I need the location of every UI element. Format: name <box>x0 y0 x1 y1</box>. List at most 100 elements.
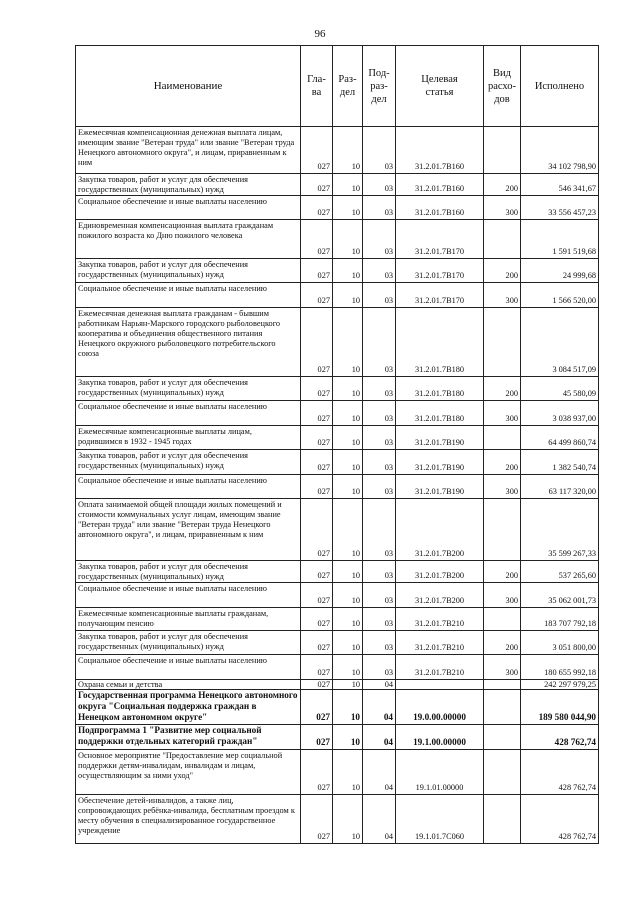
row-target: 31.2.01.7В160 <box>395 126 484 174</box>
row-glava: 027 <box>300 173 333 196</box>
row-podrazdel: 03 <box>362 630 396 655</box>
row-glava: 027 <box>300 794 333 844</box>
row-razdel: 10 <box>332 654 363 680</box>
row-podrazdel: 04 <box>362 749 396 795</box>
row-vid: 300 <box>483 282 521 308</box>
row-name: Подпрограмма 1 "Развитие мер социальной … <box>75 724 301 750</box>
row-podrazdel: 03 <box>362 449 396 475</box>
row-target: 31.2.01.7В170 <box>395 282 484 308</box>
row-razdel: 10 <box>332 376 363 401</box>
row-name: Ежемесячные компенсационные выплаты граж… <box>75 607 301 631</box>
table-row: Закупка товаров, работ и услуг для обесп… <box>75 258 599 283</box>
row-done: 428 762,74 <box>520 749 599 795</box>
budget-table: Наименование Гла- ва Раз- дел Под- раз- … <box>75 45 599 844</box>
row-vid <box>483 724 521 750</box>
row-done: 180 655 992,18 <box>520 654 599 680</box>
row-name: Единовременная компенсационная выплата г… <box>75 219 301 259</box>
row-name: Ежемесячная компенсационная денежная вып… <box>75 126 301 174</box>
table-row: Социальное обеспечение и иные выплаты на… <box>75 195 599 220</box>
row-done: 63 117 320,00 <box>520 474 599 499</box>
row-target <box>395 679 484 690</box>
row-glava: 027 <box>300 195 333 220</box>
row-glava: 027 <box>300 219 333 259</box>
row-glava: 027 <box>300 607 333 631</box>
row-razdel: 10 <box>332 258 363 283</box>
row-razdel: 10 <box>332 219 363 259</box>
row-podrazdel: 04 <box>362 679 396 690</box>
row-target: 31.2.01.7В190 <box>395 425 484 450</box>
row-name: Охрана семьи и детства <box>75 679 301 690</box>
row-vid <box>483 689 521 725</box>
row-glava: 027 <box>300 449 333 475</box>
row-done: 24 999,68 <box>520 258 599 283</box>
row-name: Оплата занимаемой общей площади жилых по… <box>75 498 301 561</box>
row-razdel: 10 <box>332 307 363 377</box>
row-glava: 027 <box>300 654 333 680</box>
row-vid: 200 <box>483 630 521 655</box>
row-target: 31.2.01.7В170 <box>395 258 484 283</box>
row-name: Социальное обеспечение и иные выплаты на… <box>75 195 301 220</box>
row-razdel: 10 <box>332 282 363 308</box>
row-razdel: 10 <box>332 498 363 561</box>
table-row: Ежемесячная денежная выплата гражданам -… <box>75 307 599 377</box>
row-name: Государственная программа Ненецкого авто… <box>75 689 301 725</box>
table-row: Основное мероприятие "Предоставление мер… <box>75 749 599 795</box>
row-razdel: 10 <box>332 195 363 220</box>
table-row: Закупка товаров, работ и услуг для обесп… <box>75 560 599 583</box>
row-name: Закупка товаров, работ и услуг для обесп… <box>75 449 301 475</box>
row-target: 31.2.01.7В180 <box>395 400 484 426</box>
row-target: 31.2.01.7В200 <box>395 582 484 608</box>
table-header: Наименование Гла- ва Раз- дел Под- раз- … <box>75 45 599 127</box>
row-vid <box>483 126 521 174</box>
row-name: Основное мероприятие "Предоставление мер… <box>75 749 301 795</box>
row-name: Ежемесячные компенсационные выплаты лица… <box>75 425 301 450</box>
row-podrazdel: 03 <box>362 498 396 561</box>
row-name: Ежемесячная денежная выплата гражданам -… <box>75 307 301 377</box>
row-name: Закупка товаров, работ и услуг для обесп… <box>75 560 301 583</box>
row-target: 31.2.01.7В210 <box>395 654 484 680</box>
row-name: Обеспечение детей-инвалидов, а также лиц… <box>75 794 301 844</box>
row-glava: 027 <box>300 630 333 655</box>
row-name: Социальное обеспечение и иные выплаты на… <box>75 654 301 680</box>
row-target: 31.2.01.7В190 <box>395 474 484 499</box>
table-row: Закупка товаров, работ и услуг для обесп… <box>75 173 599 196</box>
table-row: Государственная программа Ненецкого авто… <box>75 689 599 725</box>
row-razdel: 10 <box>332 173 363 196</box>
table-row: Закупка товаров, работ и услуг для обесп… <box>75 630 599 655</box>
row-name: Социальное обеспечение и иные выплаты на… <box>75 474 301 499</box>
header-glava: Гла- ва <box>300 45 333 127</box>
row-podrazdel: 03 <box>362 560 396 583</box>
table-row: Социальное обеспечение и иные выплаты на… <box>75 474 599 499</box>
row-podrazdel: 03 <box>362 258 396 283</box>
row-razdel: 10 <box>332 400 363 426</box>
row-vid <box>483 498 521 561</box>
row-done: 428 762,74 <box>520 794 599 844</box>
row-target: 31.2.01.7В200 <box>395 560 484 583</box>
row-razdel: 10 <box>332 607 363 631</box>
row-target: 31.2.01.7В180 <box>395 376 484 401</box>
row-done: 1 566 520,00 <box>520 282 599 308</box>
row-podrazdel: 03 <box>362 219 396 259</box>
row-glava: 027 <box>300 258 333 283</box>
row-glava: 027 <box>300 474 333 499</box>
row-glava: 027 <box>300 582 333 608</box>
row-target: 31.2.01.7В180 <box>395 307 484 377</box>
row-glava: 027 <box>300 376 333 401</box>
row-target: 19.1.00.00000 <box>395 724 484 750</box>
row-podrazdel: 03 <box>362 173 396 196</box>
row-podrazdel: 03 <box>362 282 396 308</box>
row-vid <box>483 307 521 377</box>
row-vid <box>483 607 521 631</box>
row-podrazdel: 03 <box>362 126 396 174</box>
table-row: Оплата занимаемой общей площади жилых по… <box>75 498 599 561</box>
row-glava: 027 <box>300 560 333 583</box>
table-row: Обеспечение детей-инвалидов, а также лиц… <box>75 794 599 844</box>
row-podrazdel: 03 <box>362 400 396 426</box>
row-glava: 027 <box>300 126 333 174</box>
row-razdel: 10 <box>332 749 363 795</box>
row-podrazdel: 03 <box>362 654 396 680</box>
row-done: 34 102 798,90 <box>520 126 599 174</box>
row-razdel: 10 <box>332 425 363 450</box>
table-row: Подпрограмма 1 "Развитие мер социальной … <box>75 724 599 750</box>
row-target: 31.2.01.7В210 <box>395 630 484 655</box>
